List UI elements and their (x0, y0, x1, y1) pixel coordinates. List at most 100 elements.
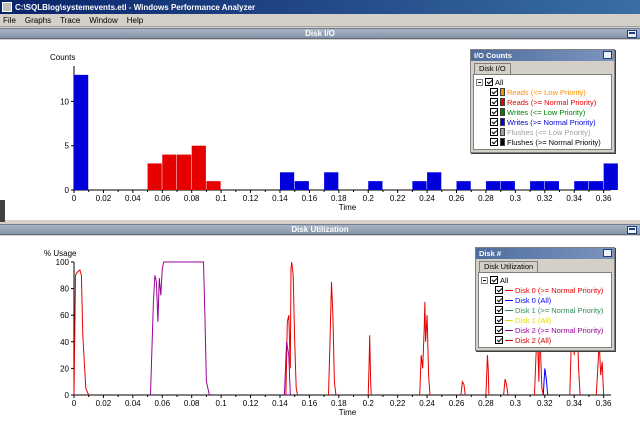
util-x-tick-label: 0.06 (154, 399, 170, 408)
menu-help[interactable]: Help (126, 15, 144, 25)
io-counts-legend: I/O Counts Disk I/O All Reads (<= Low Pr… (470, 49, 615, 153)
series-checkbox[interactable] (490, 88, 498, 96)
util-legend-item: Disk 0 (>= Normal Priority) (481, 285, 609, 295)
series-label: Disk 2 (All) (515, 335, 552, 345)
menu-graphs[interactable]: Graphs (24, 15, 52, 25)
series-checkbox[interactable] (495, 306, 503, 314)
io-bar (294, 181, 309, 190)
disk-io-plot-area: 0 0.02 0.04 0.06 0.08 0.1 0.12 0.14 0.16 0.18 0.2 0… (0, 40, 640, 220)
util-x-tick-label: 0.2 (363, 399, 375, 408)
disk-io-panel-menu-button[interactable] (627, 30, 637, 38)
util-series-line (367, 335, 372, 396)
series-checkbox[interactable] (490, 98, 498, 106)
util-x-tick-label: 0.14 (272, 399, 288, 408)
all-label: All (495, 77, 504, 87)
io-counts-legend-menu-button[interactable] (603, 51, 612, 59)
side-panel-toggle[interactable] (0, 200, 5, 222)
io-bar (427, 172, 442, 190)
io-bar (574, 181, 589, 190)
menu-trace[interactable]: Trace (60, 15, 81, 25)
series-label: Writes (>= Normal Priority) (507, 117, 596, 127)
disk-number-legend-menu-button[interactable] (603, 249, 612, 257)
io-bar (544, 181, 560, 190)
io-bar (74, 74, 89, 190)
series-checkbox[interactable] (495, 286, 503, 294)
series-label: Flushes (<= Low Priority) (507, 127, 591, 137)
io-bar (603, 163, 618, 190)
io-bar (279, 172, 295, 190)
io-y-axis-label: Counts (50, 53, 75, 62)
series-checkbox[interactable] (495, 316, 503, 324)
series-color-swatch (505, 299, 513, 301)
pane-splitter[interactable] (0, 220, 640, 223)
disk-number-legend-header[interactable]: Disk # (476, 248, 614, 259)
menu-file[interactable]: File (3, 15, 16, 25)
series-checkbox[interactable] (490, 128, 498, 136)
util-legend-item: Disk 0 (All) (481, 295, 609, 305)
util-x-tick-label: 0 (72, 399, 77, 408)
disk-number-legend: Disk # Disk Utilization All Disk 0 (>= N… (475, 247, 615, 351)
io-legend-item: Reads (<= Low Priority) (476, 87, 609, 97)
io-counts-legend-header[interactable]: I/O Counts (471, 50, 614, 61)
util-y-axis-label: % Usage (44, 249, 77, 258)
io-x-tick-label: 0.14 (272, 194, 288, 203)
io-x-tick-label: 0.3 (510, 194, 522, 203)
util-series-line (595, 341, 605, 396)
util-x-tick-label: 0.04 (125, 399, 141, 408)
series-color-swatch (505, 329, 513, 331)
disk-io-panel-title: Disk I/O (305, 29, 335, 38)
series-label: Disk 0 (>= Normal Priority) (515, 285, 604, 295)
util-y-tick-label: 60 (60, 311, 69, 320)
series-label: Writes (<= Low Priority) (507, 107, 586, 117)
collapse-icon[interactable] (481, 276, 488, 284)
util-x-tick-label: 0.32 (537, 399, 553, 408)
io-y-tick-label: 5 (65, 142, 70, 151)
util-x-tick-label: 0.34 (566, 399, 582, 408)
io-bar (412, 181, 427, 190)
io-counts-legend-title: I/O Counts (474, 51, 512, 60)
series-checkbox[interactable] (490, 138, 498, 146)
tab-disk-io[interactable]: Disk I/O (474, 63, 511, 74)
all-checkbox[interactable] (485, 78, 493, 86)
io-counts-legend-body: All Reads (<= Low Priority) Reads (>= Nor… (473, 74, 612, 150)
io-bar (500, 181, 515, 190)
disk-util-panel-header: Disk Utilization (0, 224, 640, 235)
series-color-swatch (505, 309, 513, 311)
disk-util-chart: 0 0.02 0.04 0.06 0.08 0.1 0.12 0.14 0.16 0.18 0.2 0… (44, 249, 612, 417)
collapse-icon[interactable] (476, 78, 483, 86)
util-x-tick-label: 0.1 (216, 399, 228, 408)
util-x-tick-label: 0.24 (419, 399, 435, 408)
util-series-line (485, 355, 490, 396)
series-checkbox[interactable] (495, 336, 503, 344)
io-x-tick-label: 0.06 (154, 194, 170, 203)
menu-window[interactable]: Window (89, 15, 118, 25)
tab-disk-utilization[interactable]: Disk Utilization (479, 261, 539, 272)
util-series-line (460, 380, 466, 396)
io-x-tick-label: 0.34 (566, 194, 582, 203)
util-y-tick-label: 20 (60, 364, 69, 373)
series-color-swatch (500, 88, 505, 96)
series-color-swatch (500, 138, 505, 146)
util-y-tick-label: 80 (60, 285, 69, 294)
series-checkbox[interactable] (490, 108, 498, 116)
series-checkbox[interactable] (495, 296, 503, 304)
util-x-tick-label: 0.3 (510, 399, 522, 408)
io-x-tick-label: 0.1 (216, 194, 228, 203)
io-x-tick-label: 0.08 (184, 194, 200, 203)
io-bar (588, 181, 604, 190)
menu-bar: File Graphs Trace Window Help (0, 14, 640, 27)
series-label: Disk 1 (>= Normal Priority) (515, 305, 604, 315)
io-x-tick-label: 0.22 (390, 194, 406, 203)
io-bar (206, 181, 221, 190)
io-bar (324, 172, 339, 190)
io-bar (368, 181, 383, 190)
series-checkbox[interactable] (495, 326, 503, 334)
app-icon[interactable] (2, 2, 12, 12)
all-checkbox[interactable] (490, 276, 498, 284)
io-bar (456, 181, 471, 190)
series-label: Disk 2 (>= Normal Priority) (515, 325, 604, 335)
io-x-tick-label: 0.18 (331, 194, 347, 203)
io-bar (530, 181, 545, 190)
disk-util-panel-menu-button[interactable] (627, 226, 637, 234)
series-checkbox[interactable] (490, 118, 498, 126)
